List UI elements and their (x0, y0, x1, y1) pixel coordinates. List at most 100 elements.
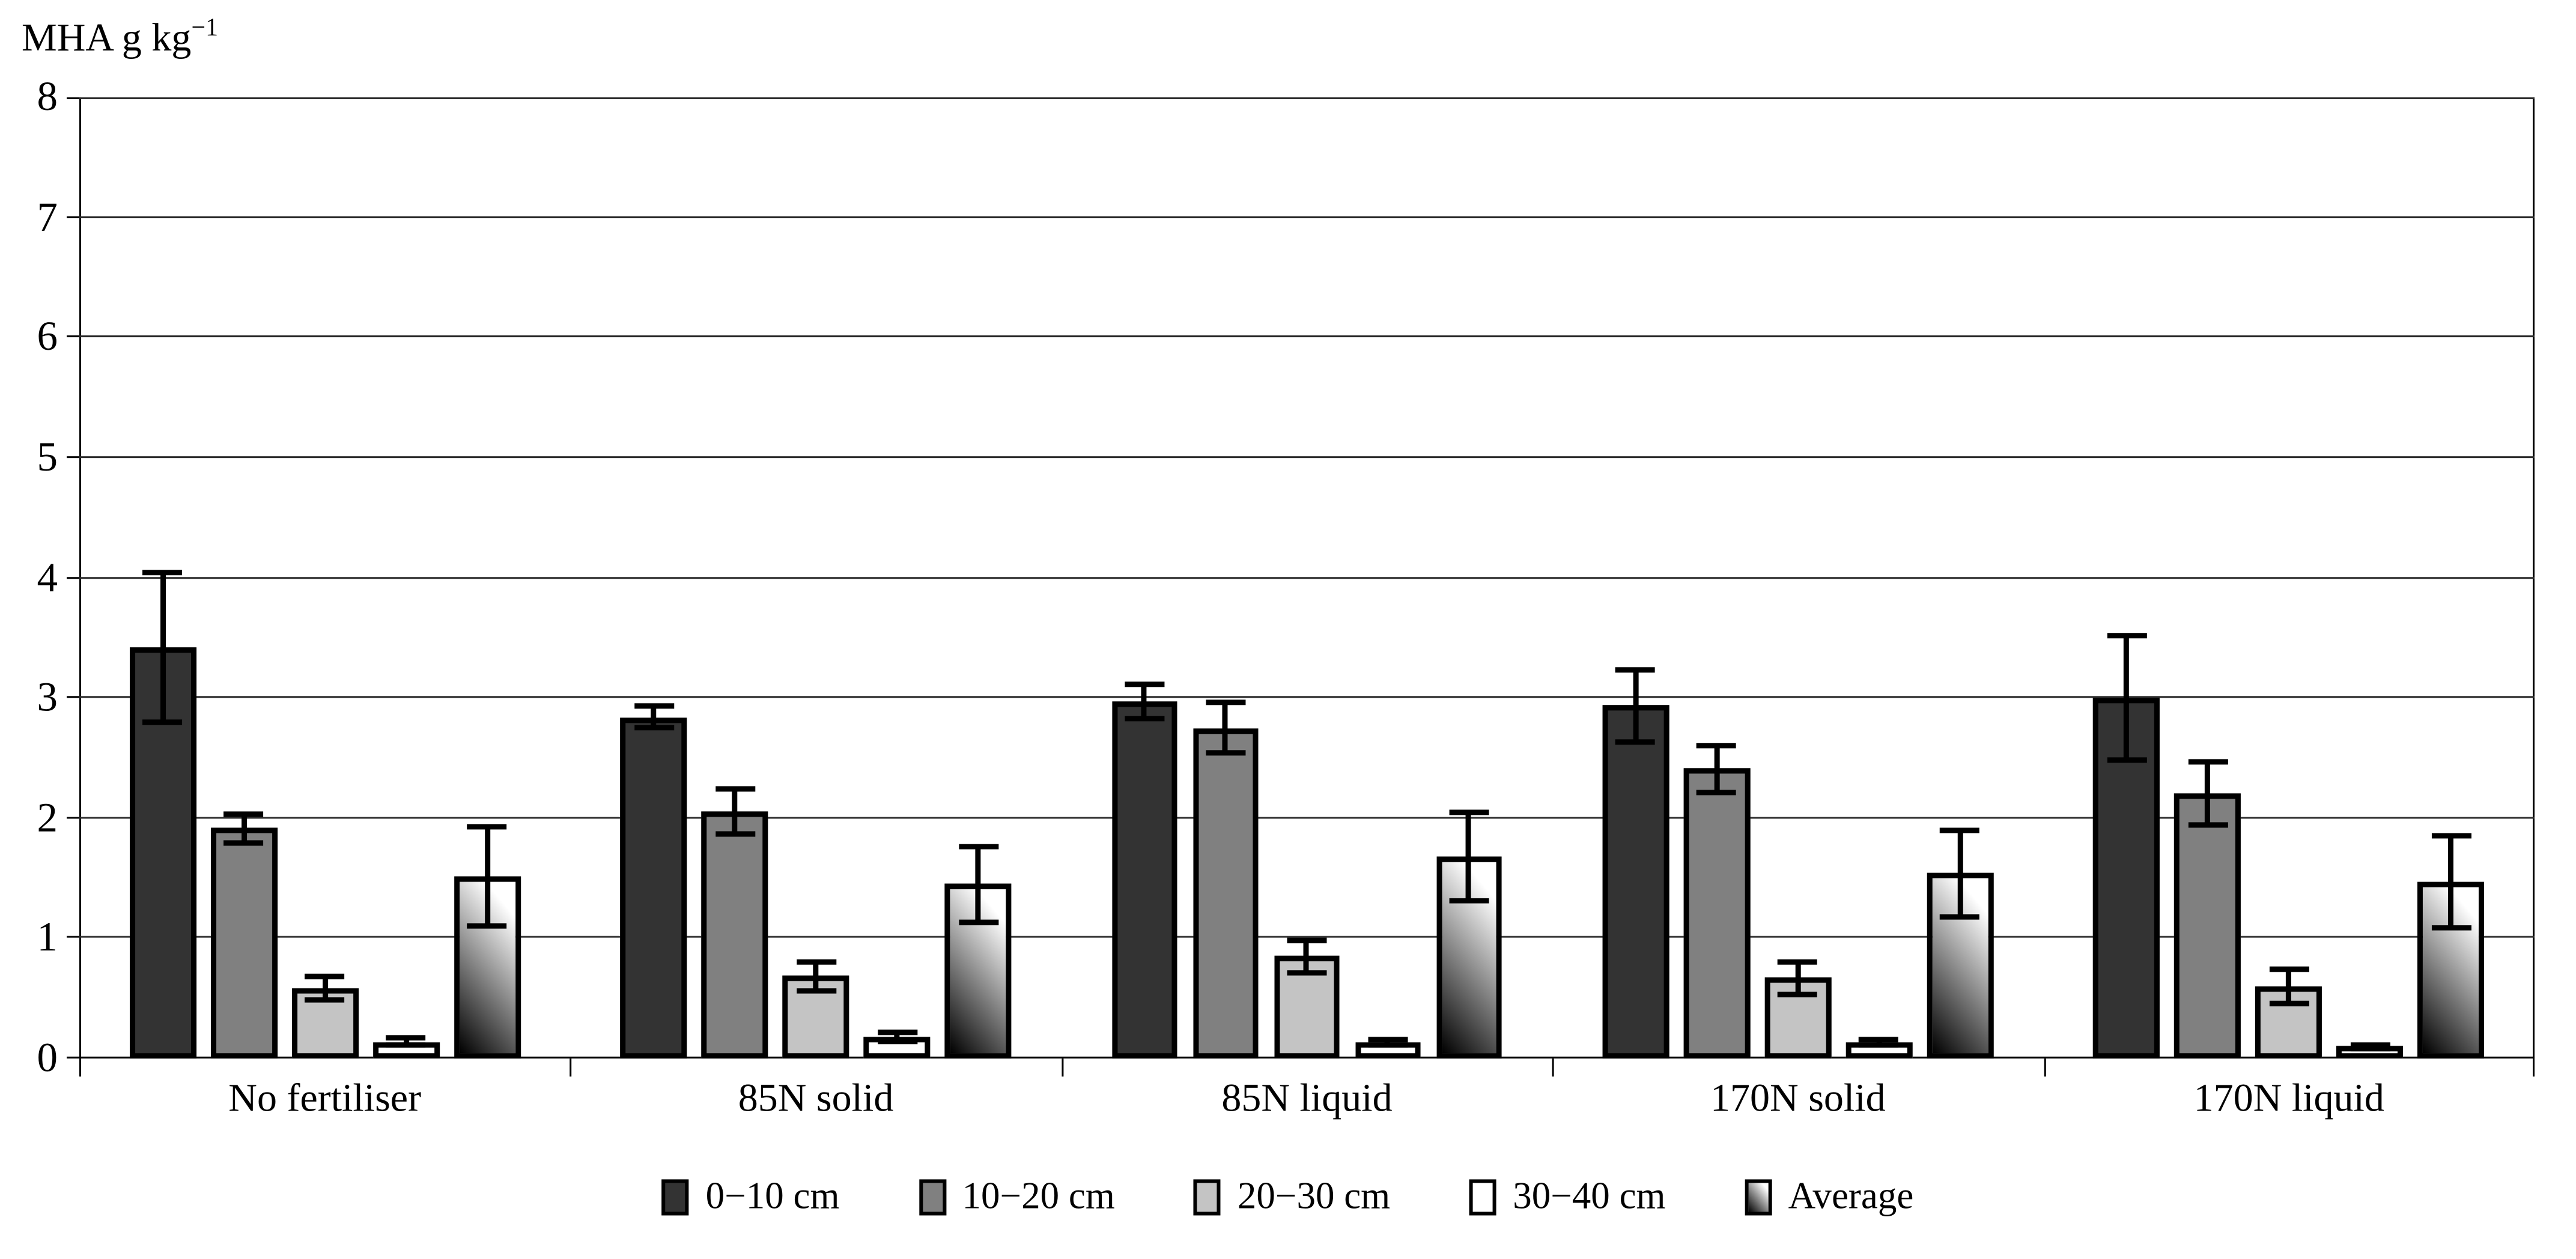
bar-cell (1845, 97, 1912, 1059)
error-bar (1223, 703, 1229, 754)
error-bar (403, 1038, 409, 1046)
bar-cell (372, 97, 439, 1059)
bar-cell (1436, 97, 1502, 1059)
legend-item: 10−20 cm (919, 1174, 1115, 1219)
error-bar (1304, 939, 1310, 974)
error-bar (1466, 812, 1472, 901)
x-axis-tick (2532, 1058, 2535, 1077)
error-bar-cap (2269, 1000, 2309, 1006)
error-bar (813, 961, 819, 990)
error-bar-cap (1615, 666, 1656, 672)
x-axis-label: No fertiliser (228, 1075, 422, 1120)
bar-cell (1764, 97, 1831, 1059)
error-bar (241, 813, 247, 843)
error-bar-cap (2107, 633, 2147, 639)
error-bar-cap (1859, 1041, 1899, 1047)
y-axis-line (79, 97, 82, 1059)
gridline (79, 696, 2535, 698)
bar-cell (783, 97, 849, 1059)
y-axis-tick (67, 97, 80, 100)
error-bar-cap (1368, 1041, 1408, 1047)
gridline (79, 816, 2535, 819)
error-bar-cap (467, 922, 507, 928)
y-tick-label: 1 (37, 915, 58, 960)
bar-cell (1927, 97, 1993, 1059)
error-bar-cap (1697, 743, 1737, 749)
x-axis-label: 170N solid (1710, 1075, 1886, 1120)
error-bar-cap (877, 1038, 917, 1044)
error-bar-cap (958, 920, 998, 926)
error-bar-cap (715, 785, 755, 791)
error-bar-cap (1287, 937, 1327, 943)
bar-cell (210, 97, 277, 1059)
error-bar (1714, 746, 1720, 792)
error-bar-cap (305, 996, 345, 1002)
bar-cell (1192, 97, 1259, 1059)
bar-0−10-cm (1111, 701, 1178, 1059)
legend-swatch (1469, 1178, 1497, 1215)
bar-cell (2094, 97, 2160, 1059)
bar-10−20-cm (2175, 793, 2241, 1059)
error-bar-cap (2107, 758, 2147, 764)
error-bar-cap (1125, 682, 1165, 688)
legend-item: 30−40 cm (1469, 1174, 1666, 1219)
error-bar-cap (1206, 700, 1246, 706)
legend-item: 0−10 cm (662, 1174, 840, 1219)
bar-cell (2175, 97, 2241, 1059)
y-axis-tick (67, 816, 80, 819)
error-bar-cap (634, 725, 673, 731)
legend-item: Average (1745, 1174, 1914, 1219)
bar-cell (945, 97, 1012, 1059)
x-axis-tick (570, 1058, 573, 1077)
error-bar-cap (1206, 751, 1246, 757)
bar-cell (291, 97, 358, 1059)
y-axis-tick (67, 696, 80, 698)
y-tick-label: 2 (37, 794, 58, 840)
gridline (79, 576, 2535, 578)
bar-cell (2337, 97, 2404, 1059)
error-bar-cap (1287, 970, 1327, 976)
bar-cell (864, 97, 931, 1059)
x-axis-tick (79, 1058, 82, 1077)
error-bar (322, 975, 328, 1000)
error-bar-cap (223, 840, 264, 846)
y-axis-tick (67, 576, 80, 578)
bar-cell (702, 97, 768, 1059)
error-bar-cap (796, 959, 836, 965)
y-axis-tick (67, 1056, 80, 1059)
bar-cell (621, 97, 687, 1059)
error-bar (651, 706, 657, 728)
error-bar (1957, 830, 1963, 917)
x-axis-tick (1552, 1058, 1555, 1077)
error-bar-cap (142, 570, 183, 576)
bar-cell (454, 97, 520, 1059)
y-tick-label: 4 (37, 554, 58, 600)
bar-10−20-cm (210, 828, 277, 1059)
error-bar (2205, 761, 2211, 825)
error-bar-cap (1859, 1036, 1899, 1042)
bar-cell (1111, 97, 1178, 1059)
x-axis-label: 85N solid (738, 1075, 894, 1120)
x-axis-label: 170N liquid (2193, 1075, 2384, 1120)
error-bar-cap (958, 843, 998, 849)
gridline (79, 215, 2535, 218)
error-bar-cap (1615, 739, 1656, 745)
bar-cell (1683, 97, 1750, 1059)
error-bar-cap (2431, 925, 2471, 931)
legend-label: 0−10 cm (705, 1174, 840, 1218)
error-bar-cap (142, 719, 183, 725)
error-bar-cap (2188, 759, 2228, 765)
x-axis-tick (2043, 1058, 2046, 1077)
bar-cell (2418, 97, 2485, 1059)
error-bar-cap (715, 831, 755, 837)
error-bar (732, 788, 738, 834)
error-bar (1633, 669, 1639, 742)
error-bar-cap (2188, 822, 2228, 828)
error-bar (1141, 684, 1147, 719)
x-axis-label: 85N liquid (1221, 1075, 1393, 1120)
legend-label: Average (1788, 1174, 1914, 1218)
error-bar-cap (1125, 716, 1165, 722)
error-bar-cap (796, 987, 836, 993)
y-axis-tick (67, 936, 80, 939)
